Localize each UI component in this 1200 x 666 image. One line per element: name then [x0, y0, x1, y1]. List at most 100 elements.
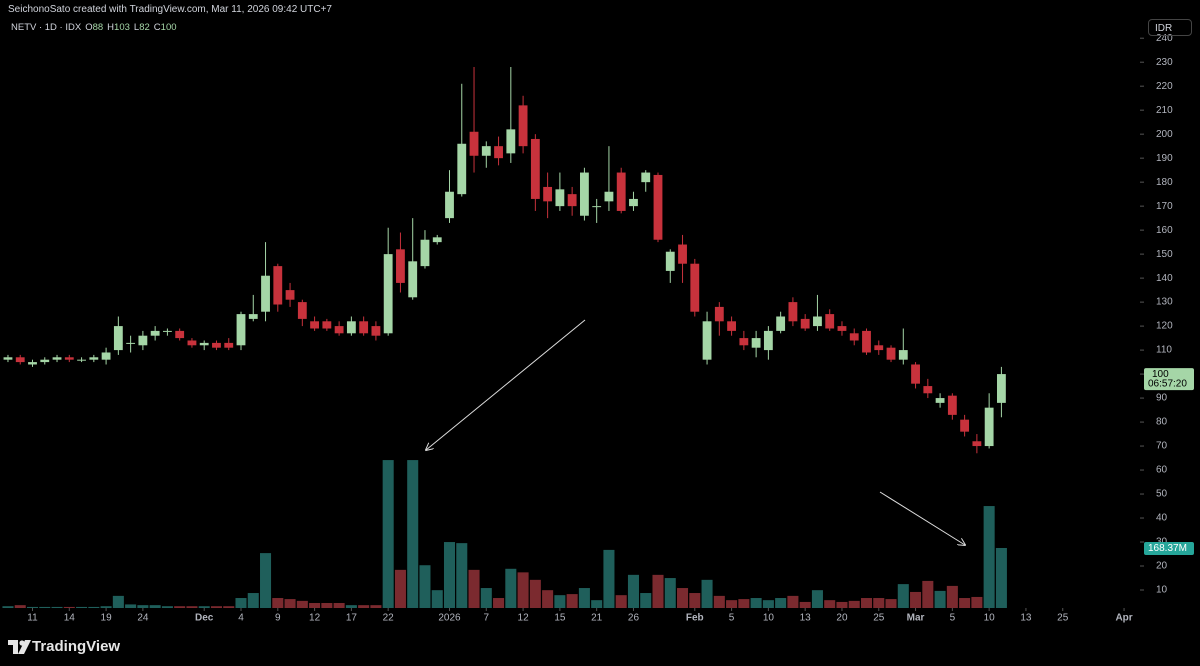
volume-bar [517, 572, 529, 608]
candle-body [52, 357, 62, 360]
y-tick-label: 90 [1156, 393, 1168, 404]
y-tick-label: 10 [1156, 585, 1168, 596]
candle-body [898, 350, 908, 360]
volume-bar [394, 569, 406, 608]
candle-body [690, 263, 700, 312]
candle-body [187, 340, 197, 346]
volume-bar [223, 606, 235, 608]
candle-body [322, 321, 332, 329]
candle-body [3, 357, 13, 360]
x-tick-label: 9 [275, 613, 281, 624]
volume-bar [63, 606, 75, 608]
volume-bar [88, 606, 100, 608]
ohlc: H103 [107, 22, 130, 33]
volume-bar [480, 588, 492, 608]
x-tick-label: 5 [950, 613, 956, 624]
x-tick-label: 19 [101, 613, 113, 624]
volume-bar [750, 598, 762, 608]
volume-bar [2, 606, 14, 608]
x-tick-label: 25 [873, 613, 885, 624]
candle-body [604, 191, 614, 202]
candle-body [248, 314, 258, 319]
legend: NETV · 1D · IDX O88 H103 L82 C100 [11, 22, 177, 33]
volume-bar [149, 605, 161, 608]
candle-body [653, 174, 663, 240]
x-tick-label: Dec [195, 613, 214, 624]
candle-body [359, 321, 369, 334]
candle-body [763, 330, 773, 351]
y-tick-label: 160 [1156, 225, 1173, 236]
volume-bar [186, 606, 198, 608]
volume-bar [333, 603, 345, 608]
candle-body [371, 326, 381, 336]
volume-bar [983, 506, 995, 608]
volume-label: 168.37M [1148, 543, 1187, 554]
x-tick-label: 22 [383, 613, 395, 624]
volume-bar [284, 599, 296, 608]
candle-body [555, 189, 565, 207]
candle-body [935, 398, 945, 403]
x-tick-label: 4 [238, 613, 244, 624]
volume-bar [493, 598, 505, 608]
candle-body [518, 105, 528, 147]
y-tick-label: 50 [1156, 489, 1168, 500]
y-tick-label: 40 [1156, 513, 1168, 524]
candle-body [849, 333, 859, 341]
candle-body [886, 347, 896, 360]
candle-body [469, 131, 479, 156]
volume-bar [161, 606, 173, 608]
candle-body [862, 330, 871, 353]
annotation-arrow [426, 319, 586, 450]
volume-bar [112, 595, 124, 608]
y-tick-label: 200 [1156, 129, 1173, 140]
y-tick-label: 210 [1156, 105, 1173, 116]
candle-body [64, 357, 74, 360]
volume-bar [431, 590, 443, 608]
candle-body [923, 386, 933, 394]
x-tick-label: 12 [309, 613, 321, 624]
candle-body [579, 172, 589, 216]
volume-bar [824, 600, 836, 608]
volume-bar [910, 591, 922, 608]
header-title: SeichonoSato created with TradingView.co… [8, 4, 332, 15]
x-tick-label: 13 [800, 613, 812, 624]
x-tick-label: 14 [64, 613, 76, 624]
candle-body [346, 321, 356, 334]
volume-bar [456, 543, 468, 608]
candle-body [420, 239, 430, 267]
price-label-box [1144, 368, 1194, 391]
candle-body [224, 342, 234, 348]
volume-bar [578, 588, 590, 608]
volume-bar [775, 598, 787, 608]
annotation-arrow [879, 491, 965, 545]
ohlc: C100 [154, 22, 177, 33]
countdown-label: 06:57:20 [1148, 379, 1187, 390]
volume-bar [26, 606, 39, 608]
volume-bar [934, 590, 946, 608]
volume-bar [419, 565, 431, 608]
volume-bar [959, 598, 971, 608]
candle-body [212, 342, 221, 348]
volume-bar [468, 569, 480, 608]
x-tick-label: 15 [554, 613, 566, 624]
candle-body [162, 330, 172, 332]
currency-button[interactable]: IDR [1148, 19, 1192, 36]
candle-body [113, 326, 123, 351]
volume-bar [345, 605, 357, 608]
volume-bar [309, 603, 321, 608]
candle-body [874, 345, 884, 351]
volume-bar [296, 600, 308, 608]
volume-bar [210, 606, 222, 608]
candle-body [297, 302, 307, 319]
x-tick-label: 12 [518, 613, 530, 624]
candle-body [702, 321, 712, 360]
candle-body [739, 338, 749, 346]
x-tick-label: 10 [763, 613, 775, 624]
candle-body [543, 186, 553, 202]
candle-body [506, 129, 516, 154]
candle-body [261, 275, 270, 312]
candle-body [776, 316, 786, 331]
candle-body [310, 321, 320, 329]
candle-body [494, 146, 503, 159]
y-tick-label: 60 [1156, 465, 1168, 476]
